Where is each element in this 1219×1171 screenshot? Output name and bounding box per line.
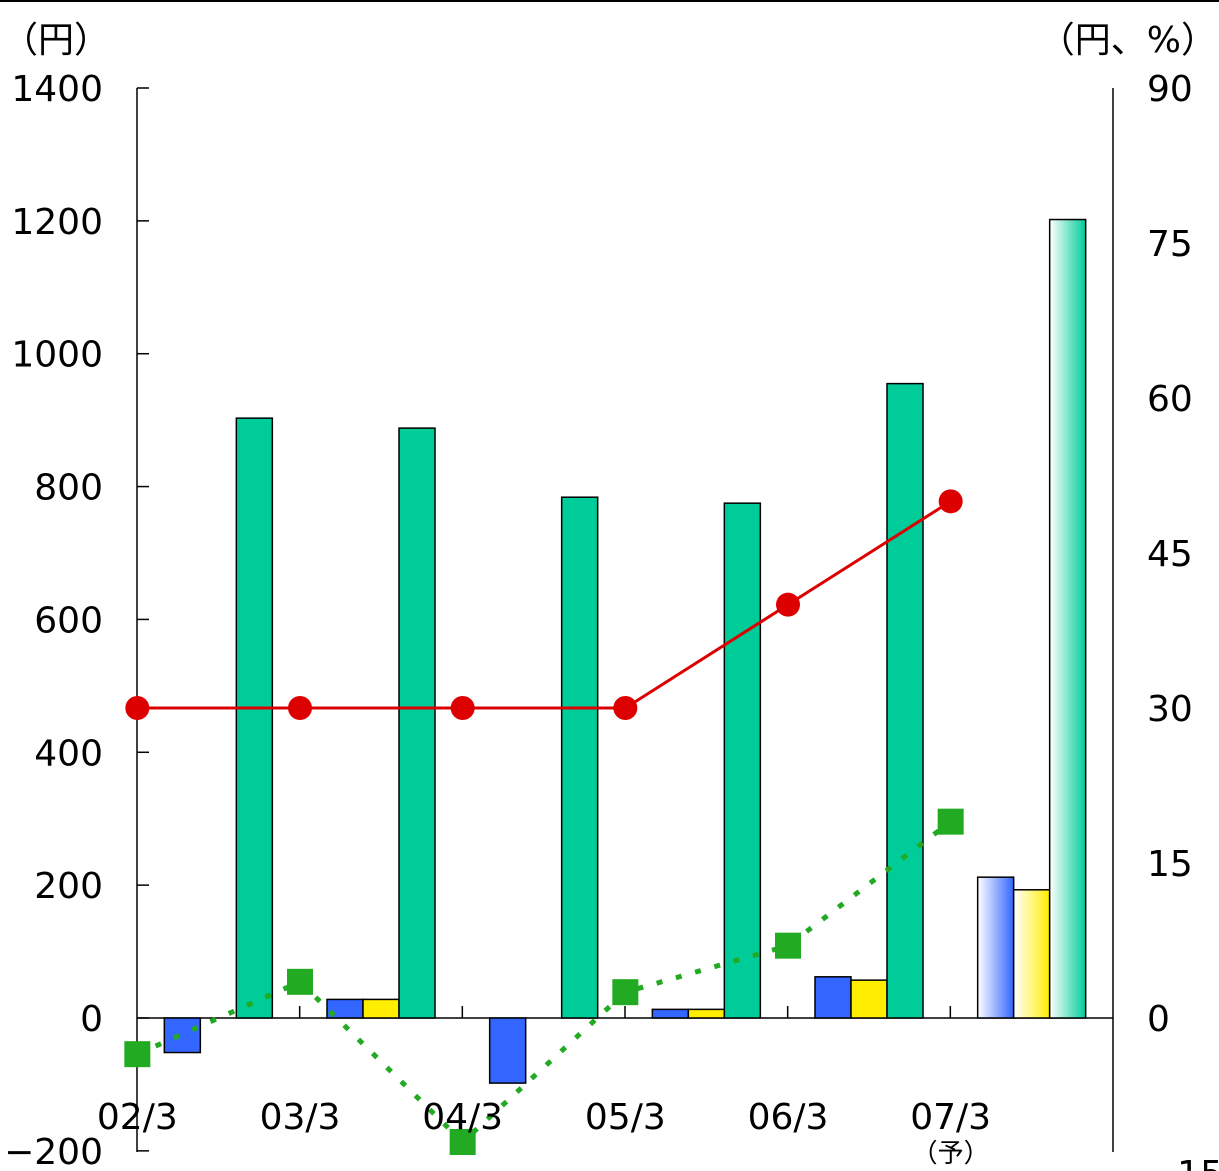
category-label: 06/3 — [748, 1097, 829, 1138]
right-tick-label: 75 — [1147, 224, 1193, 265]
left-tick-label: 200 — [34, 866, 103, 907]
bar — [398, 427, 436, 1019]
forecast-note: （予） — [912, 1139, 990, 1169]
right-tick-label: 60 — [1147, 379, 1193, 420]
right-axis-unit: （円、%） — [1039, 20, 1217, 61]
right-tick-label: 15 — [1147, 844, 1193, 885]
bar — [814, 976, 852, 1019]
left-tick-label: 400 — [34, 733, 103, 774]
right-tick-label: −15 — [1147, 1154, 1219, 1171]
bar — [488, 1017, 527, 1084]
bars — [163, 218, 1087, 1084]
bar — [723, 502, 762, 1019]
line-point-square — [775, 932, 801, 959]
labels: −200 0 200 400 600 800 1000 1200 1400 −15 0 15 30 45 6… — [2, 20, 1219, 1171]
line-point-circle — [125, 696, 150, 720]
right-tick-label: 0 — [1147, 999, 1170, 1040]
category-label: 02/3 — [97, 1097, 178, 1138]
bar — [235, 417, 274, 1019]
left-axis-unit: （円） — [2, 20, 110, 61]
left-tick-label: 0 — [80, 999, 103, 1040]
right-tick-label: 45 — [1147, 534, 1193, 575]
left-tick-label: 600 — [34, 600, 103, 641]
line-point-square — [612, 979, 639, 1006]
line-point-square — [124, 1041, 151, 1068]
bar — [886, 382, 924, 1019]
left-tick-label: −200 — [4, 1132, 103, 1171]
bar — [560, 496, 599, 1019]
bar — [362, 998, 400, 1019]
payout-line — [137, 500, 952, 710]
category-label: 05/3 — [585, 1097, 666, 1138]
bar — [1048, 218, 1087, 1019]
line-point-square — [287, 968, 313, 995]
category-label: 04/3 — [422, 1097, 503, 1138]
right-tick-label: 90 — [1147, 69, 1193, 110]
line-point-circle — [450, 696, 475, 720]
bar — [163, 1017, 202, 1054]
left-tick-label: 800 — [34, 468, 103, 509]
category-label: 03/3 — [260, 1097, 341, 1138]
bar — [850, 979, 888, 1019]
line-point-square — [449, 1129, 476, 1155]
right-tick-label: 30 — [1147, 689, 1193, 730]
bar — [976, 876, 1015, 1019]
line-point-circle — [938, 489, 963, 514]
line-point-square — [937, 808, 964, 835]
left-tick-label: 1400 — [11, 69, 103, 110]
line-point-circle — [613, 696, 638, 720]
left-tick-label: 1200 — [11, 202, 103, 243]
line-point-circle — [288, 696, 312, 720]
lines — [124, 489, 964, 1155]
line-point-circle — [776, 592, 800, 617]
category-label: 07/3 — [910, 1097, 991, 1138]
left-tick-label: 1000 — [11, 335, 103, 376]
bar — [1012, 889, 1051, 1019]
bar — [651, 1008, 690, 1019]
bar — [687, 1008, 726, 1019]
